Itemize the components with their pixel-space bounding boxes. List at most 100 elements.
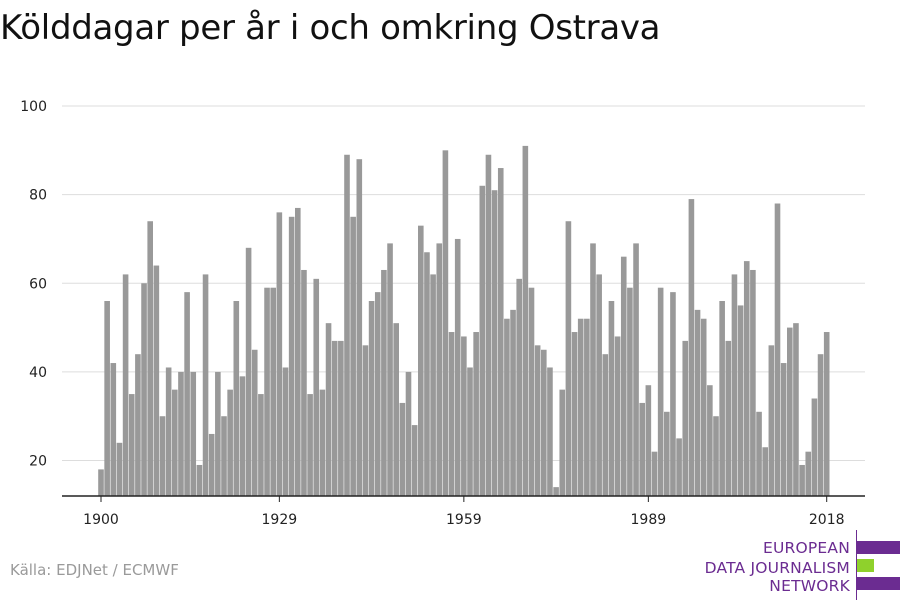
logo-text-line-2: DATA JOURNALISM <box>704 559 850 577</box>
bar-2014 <box>799 464 805 496</box>
bar-1984 <box>614 336 621 496</box>
bar-1968 <box>516 278 522 496</box>
bar-1912 <box>172 389 178 496</box>
bar-1948 <box>393 323 399 496</box>
bar-1973 <box>547 367 553 496</box>
bar-1949 <box>399 402 406 496</box>
bar-1941 <box>350 216 356 496</box>
bar-1903 <box>116 442 123 496</box>
bar-1947 <box>387 243 393 496</box>
bar-1951 <box>411 425 418 496</box>
bar-2010 <box>774 203 781 496</box>
bar-1904 <box>122 274 129 496</box>
bar-1969 <box>522 145 529 497</box>
bar-1987 <box>633 243 639 496</box>
bar-2016 <box>811 398 818 496</box>
logo-text-line-1: EUROPEAN <box>762 539 850 557</box>
bar-1967 <box>510 309 516 496</box>
bar-1989 <box>645 385 652 496</box>
bar-1930 <box>282 367 289 496</box>
bar-1961 <box>473 332 479 496</box>
bar-1937 <box>325 323 332 496</box>
bar-1990 <box>651 451 658 496</box>
bar-1994 <box>676 438 682 496</box>
y-tick-label: 40 <box>29 365 47 381</box>
bar-1979 <box>584 318 590 496</box>
bar-1954 <box>430 274 436 496</box>
bar-1955 <box>436 243 443 496</box>
bar-1914 <box>184 292 190 496</box>
bar-1993 <box>670 292 676 496</box>
bar-1958 <box>454 238 461 497</box>
bar-1944 <box>368 301 375 496</box>
bar-1916 <box>196 464 203 496</box>
x-tick-label: 1959 <box>446 512 482 528</box>
y-tick-label: 80 <box>29 188 47 204</box>
bar-1910 <box>159 416 166 496</box>
bar-1908 <box>147 221 153 496</box>
bar-2008 <box>762 447 768 496</box>
bar-1997 <box>694 309 701 496</box>
logo-rule <box>856 530 857 600</box>
bar-1932 <box>295 207 301 496</box>
bar-1939 <box>338 340 344 496</box>
bar-2015 <box>805 451 812 496</box>
bar-1965 <box>497 168 504 496</box>
bar-2000 <box>713 416 719 496</box>
bar-1983 <box>608 301 615 496</box>
bar-1943 <box>362 345 369 496</box>
bar-2013 <box>793 323 799 496</box>
bar-2017 <box>817 354 824 496</box>
bar-1909 <box>153 265 160 496</box>
bar-1917 <box>202 274 209 496</box>
y-tick-label: 60 <box>29 276 47 292</box>
bar-1942 <box>356 159 363 496</box>
x-tick-label: 1929 <box>262 512 298 528</box>
bar-2004 <box>737 305 744 496</box>
bar-1980 <box>590 243 596 496</box>
bar-1974 <box>553 487 559 496</box>
logo-bar-purple-top <box>857 541 900 554</box>
bar-1923 <box>239 376 246 496</box>
x-tick-label: 2018 <box>809 512 845 528</box>
bar-1906 <box>135 354 141 496</box>
bar-1940 <box>344 154 350 496</box>
bar-1971 <box>534 345 541 496</box>
bar-1953 <box>424 252 430 496</box>
logo-text-line-3: NETWORK <box>769 577 850 595</box>
x-tick-label: 1989 <box>631 512 667 528</box>
bar-1927 <box>264 287 270 496</box>
bar-1950 <box>405 371 412 496</box>
x-tick-label: 1900 <box>83 512 119 528</box>
bar-1970 <box>528 287 535 496</box>
bar-1931 <box>288 216 295 496</box>
bar-2005 <box>743 261 750 496</box>
bar-2001 <box>719 301 725 496</box>
bar-1919 <box>215 371 221 496</box>
chart-title: Kölddagar per år i och omkring Ostrava <box>0 8 661 48</box>
bar-1920 <box>221 416 227 496</box>
bar-series <box>98 145 830 497</box>
bar-2011 <box>780 363 787 496</box>
bar-1991 <box>657 287 664 496</box>
bar-1911 <box>165 367 172 496</box>
y-tick-label: 100 <box>20 99 47 115</box>
bar-1956 <box>442 150 449 496</box>
bar-2012 <box>787 327 793 496</box>
bar-1921 <box>227 389 233 496</box>
bar-2018 <box>823 332 830 496</box>
bar-1977 <box>571 332 578 496</box>
bar-1933 <box>301 269 307 496</box>
logo-bar-purple-bottom <box>857 577 900 590</box>
bar-1985 <box>620 256 627 496</box>
bar-1982 <box>602 354 609 496</box>
bar-1900 <box>98 469 104 496</box>
bar-1901 <box>104 301 110 496</box>
bar-1959 <box>461 336 467 496</box>
bar-1929 <box>276 212 283 496</box>
bar-2003 <box>731 274 738 496</box>
bar-1952 <box>418 225 424 496</box>
bar-1925 <box>251 349 258 496</box>
bar-1957 <box>448 332 455 496</box>
bar-1924 <box>245 247 252 496</box>
